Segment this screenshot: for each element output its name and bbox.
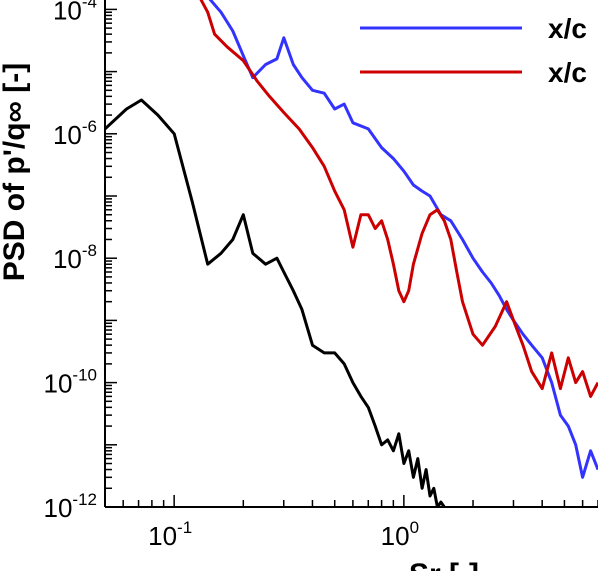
x-tick-label: 100 [381,518,419,551]
y-tick-label-exponent: -10 [72,366,97,385]
y-tick-label-base: 10 [44,493,73,523]
series-line-3 [105,98,446,507]
y-tick-label: 10-6 [53,117,97,150]
y-tick-label-exponent: -4 [82,0,97,11]
y-axis-title: PSD of p'/q∞ [-] [0,63,31,281]
legend-label-2: x/c [548,57,587,88]
series-layer [105,0,598,507]
y-tick-label: 10-8 [53,241,97,274]
y-tick-label: 10-4 [53,0,97,25]
y-tick-label: 10-12 [44,490,98,523]
x-tick-label: 10-1 [148,518,192,551]
x-tick-label-base: 10 [148,521,177,551]
x-axis-title: Sr [-] [409,558,479,571]
y-tick-label-exponent: -8 [82,241,97,260]
y-tick-label: 10-10 [44,366,98,399]
y-tick-label-base: 10 [53,120,82,150]
y-tick-label-base: 10 [53,0,82,25]
y-tick-label-base: 10 [53,244,82,274]
x-tick-label-exponent: 0 [410,518,419,537]
y-tick-label-exponent: -6 [82,117,97,136]
x-tick-label-base: 10 [381,521,410,551]
legend: x/c x/c [360,13,587,88]
legend-label-1: x/c [548,13,587,44]
y-tick-label-exponent: -12 [72,490,97,509]
series-line-1 [208,0,598,479]
y-tick-label-base: 10 [44,369,73,399]
x-tick-label-exponent: -1 [177,518,192,537]
series-line-2 [199,0,598,398]
